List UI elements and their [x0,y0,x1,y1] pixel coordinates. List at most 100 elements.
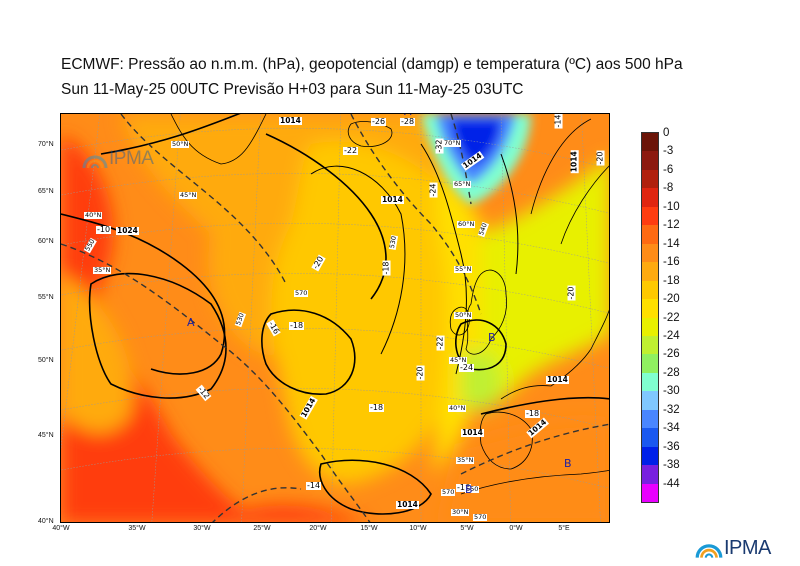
latitude-grid-label: 55°N [454,265,473,273]
geopotential-contours [61,114,609,522]
latitude-grid-label: 35°N [456,456,475,464]
lon-tick: 40°W [52,525,70,532]
chart-title: ECMWF: Pressão ao n.m.m. (hPa), geopoten… [61,56,683,73]
colorbar-swatch [642,317,658,337]
isobar-label: 1014 [461,428,484,437]
colorbar-label: -44 [663,477,680,490]
colorbar-label: -30 [663,385,680,398]
low-pressure-center: B [564,457,572,470]
colorbar-swatch [642,335,658,355]
latitude-grid-label: 50°N [454,311,473,319]
isobar-1014-med [480,396,609,415]
chart-title-block: ECMWF: Pressão ao n.m.m. (hPa), geopoten… [61,52,683,102]
coastlines [170,114,609,495]
geopotential-label: 550 [465,485,480,493]
colorbar-label: -12 [663,219,680,232]
colorbar-swatch [642,299,658,318]
latitude-grid-label: 45°N [179,191,198,199]
colorbar-label: -36 [663,440,680,453]
isobar-label: 1014 [569,150,579,174]
isotherm-label: -18 [369,403,385,412]
geopotential-label: 570 [294,289,309,297]
scandinavia-coast [530,118,609,245]
temp-red-south [214,505,366,522]
colorbar-label: -26 [663,348,680,361]
greenland-coast [170,114,267,165]
isotherm-label: -24 [428,182,438,198]
isobar-1014-south [319,459,432,515]
colorbar-swatch [642,391,658,411]
lat-tick: 40°N [38,518,54,525]
lat-tick: 55°N [38,294,54,301]
map-canvas [61,114,609,522]
colorbar-swatch [642,243,658,263]
lon-tick: 15°W [360,525,378,532]
colorbar-swatch [642,151,658,171]
isobar-label: 1024 [116,226,139,235]
isotherm-label: -16 [456,483,472,492]
temp-cold-pool-core [451,119,501,166]
lon-tick: 30°W [193,525,211,532]
isotherm-label: -18 [381,260,391,276]
low-pressure-center: B [488,331,496,344]
europe-coast [500,309,609,400]
colorbar-swatch [642,262,658,282]
temperature-isotherms [310,143,519,375]
colorbar-label: -28 [663,366,680,379]
latitude-grid-label: 70°N [443,139,462,147]
ipma-logo: IPMA [694,536,771,560]
lat-tick: 50°N [38,357,54,364]
isotherm-label: -24 [459,363,475,372]
isotherm-label: -20 [415,365,425,381]
latitude-grid-label: 60°N [457,220,476,228]
colorbar-swatch [642,409,658,429]
colorbar-label: -8 [663,182,674,195]
isotherm-label: -18 [525,409,541,418]
colorbar-label: -34 [663,422,680,435]
chart-subtitle: Sun 11-May-25 00UTC Previsão H+03 para S… [61,81,524,98]
lon-tick: 20°W [309,525,327,532]
high-pressure-center: A [404,114,412,117]
latitude-grid-label: 30°N [451,508,470,516]
latitude-grid-label: 45°N [449,356,468,364]
ipma-logo-text: IPMA [724,536,771,559]
isotherm-label: -14 [553,114,563,129]
colorbar-label: -6 [663,163,674,176]
colorbar-swatch [642,206,658,226]
isobar-1014-low-uk [455,319,507,371]
latitude-grid-label: 35°N [93,266,112,274]
lat-tick: 65°N [38,188,54,195]
isotherm-label: -22 [343,146,359,155]
latitude-grid-label: 65°N [453,180,472,188]
temp-orange-med [441,421,609,522]
lon-tick: 5°E [558,525,570,532]
colorbar-label: -24 [663,329,680,342]
latitude-grid-label: 50°N [171,140,190,148]
colorbar-swatch [642,354,658,374]
uk-coast [465,269,508,355]
colorbar-swatch [642,446,658,466]
ipma-watermark: IPMA [81,148,154,170]
isotherm-label: -10 [96,225,112,234]
colorbar-label: -16 [663,256,680,269]
latitude-grid-label: 40°N [84,211,103,219]
isotherm-label: -20 [595,150,605,166]
lon-tick: 25°W [253,525,271,532]
ipma-swirl-icon [695,544,723,558]
lat-tick: 45°N [38,432,54,439]
temperature-colorbar [641,132,659,503]
isotherm-label: -22 [435,335,445,351]
colorbar-swatch [642,133,658,152]
colorbar-swatch [642,483,658,503]
lon-tick: 35°W [128,525,146,532]
colorbar-swatch [642,225,658,245]
colorbar-swatch [642,465,658,485]
lon-tick: 5°W [460,525,474,532]
geopotential-label: 570 [473,513,488,521]
high-pressure-center: A [187,316,195,329]
isotherm-label: -28 [400,117,416,126]
colorbar-swatch [642,428,658,448]
colorbar-label: -18 [663,274,680,287]
colorbar-label: -20 [663,293,680,306]
isotherm-label: -20 [566,285,576,301]
